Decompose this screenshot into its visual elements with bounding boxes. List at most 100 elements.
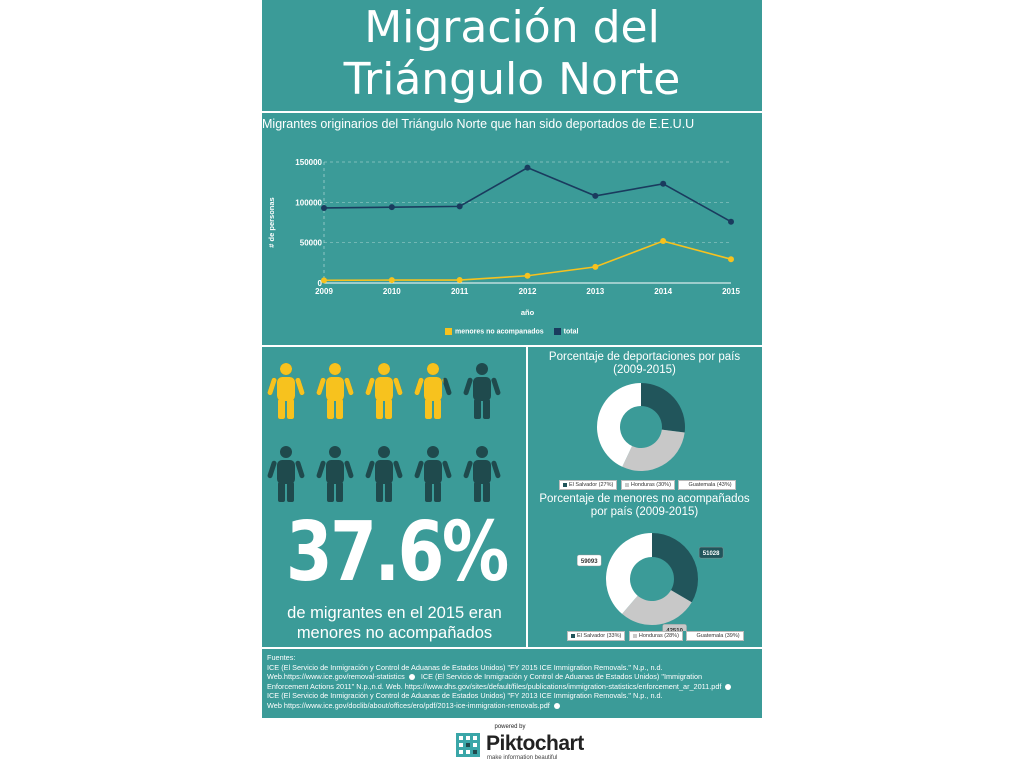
person-leg-right <box>434 482 441 502</box>
person-head <box>280 363 292 375</box>
legend-swatch-yellow <box>445 328 452 335</box>
donut2-legend-honduras: Honduras (28%) <box>628 631 683 641</box>
x-tick-label: 2009 <box>315 287 333 296</box>
donut1-legend: El Salvador (27%) Honduras (30%) Guatema… <box>559 480 738 490</box>
donut2-label-guatemala: Guatemala (39%) <box>696 633 740 639</box>
person-shape <box>414 446 452 502</box>
data-point-menores <box>660 238 667 245</box>
donut1-legend-salvador: El Salvador (27%) <box>559 480 618 490</box>
legend-swatch-navy <box>553 328 561 335</box>
data-point-menores <box>592 263 599 270</box>
person-icon <box>267 446 305 502</box>
sources-line-2: Web.https://www.ice.gov/removal-statisti… <box>267 672 757 682</box>
person-head <box>427 363 439 375</box>
donut-data-label-bg <box>698 546 724 559</box>
person-arm-right <box>344 460 354 479</box>
sources-link-2013-removals[interactable]: Web https://www.ice.gov/doclib/about/off… <box>267 700 550 710</box>
donut1-swatch-honduras <box>624 482 629 487</box>
person-arm-right <box>491 377 501 396</box>
legend-label-total: total <box>563 328 579 336</box>
person-arm-right <box>344 377 354 396</box>
piktochart-brand: Piktochart <box>486 732 584 755</box>
divider-top <box>262 111 762 113</box>
person-leg-right <box>336 482 343 502</box>
person-head <box>378 363 390 375</box>
data-point-total <box>456 203 463 210</box>
person-torso <box>375 377 393 401</box>
x-tick-label: 2012 <box>519 287 537 296</box>
person-arm-left <box>365 460 375 479</box>
person-shape <box>316 446 354 502</box>
donut-data-label-bg <box>662 624 687 631</box>
person-head <box>476 446 488 458</box>
person-arm-left <box>316 377 326 396</box>
divider-bottom <box>262 647 762 649</box>
person-arm-right <box>393 377 403 396</box>
person-leg-left <box>278 399 285 419</box>
donut1-label-salvador: El Salvador (27%) <box>569 482 614 488</box>
person-torso <box>473 460 491 484</box>
person-leg-right <box>483 399 490 419</box>
sources-line-3: Enforcement Actions 2011" N.p.,n.d. Web.… <box>267 682 757 692</box>
person-leg-right <box>434 399 441 419</box>
donut-slice <box>641 383 685 433</box>
person-torso <box>375 460 393 484</box>
donut-chart-minors: 51028 42510 59093 <box>577 533 724 631</box>
person-torso <box>277 460 295 484</box>
x-tick-label: 2013 <box>586 287 604 296</box>
person-shape <box>316 363 354 419</box>
person-shape <box>463 363 501 419</box>
divider-middle <box>262 345 762 347</box>
person-icon <box>365 363 403 419</box>
data-point-menores <box>456 277 463 284</box>
donut2-swatch-salvador <box>571 633 575 638</box>
person-arm-left <box>463 460 473 479</box>
person-leg-right <box>287 482 294 502</box>
person-icon <box>463 446 501 502</box>
stat-percent: 37.6% <box>285 505 509 600</box>
stat-caption-line-1: de migrantes en el 2015 eran <box>287 604 502 622</box>
piktochart-badge[interactable]: powered by Piktochart make information b… <box>450 724 590 761</box>
data-point-total <box>388 204 395 211</box>
person-arm-right <box>295 460 305 479</box>
sources-line-2b: ICE (El Servicio de Inmigración y Contro… <box>420 672 703 681</box>
data-point-total <box>660 180 667 187</box>
person-shape <box>463 446 501 502</box>
person-leg-right <box>287 399 294 419</box>
donut2-legend: El Salvador (33%) Honduras (28%) Guatema… <box>567 631 746 641</box>
person-shape <box>414 363 444 419</box>
person-leg-right <box>385 482 392 502</box>
x-tick-label: 2010 <box>383 287 401 296</box>
sources-line-4: ICE (El Servicio de Inmigración y Contro… <box>267 691 663 700</box>
person-leg-left <box>327 482 334 502</box>
sources-heading: Fuentes: <box>267 653 296 662</box>
person-icon <box>316 363 354 419</box>
donut-chart-deportations <box>597 383 685 471</box>
person-leg-right <box>483 482 490 502</box>
donut-slice <box>652 533 698 603</box>
person-icon <box>267 363 305 419</box>
person-arm-left <box>463 377 473 396</box>
bullet-dot-icon <box>408 674 415 681</box>
data-point-menores <box>524 272 531 279</box>
donut1-swatch-salvador <box>563 482 567 487</box>
donut-slice <box>622 429 685 471</box>
bullet-dot-icon <box>553 702 560 709</box>
x-axis-label: año <box>521 308 535 317</box>
person-icon <box>414 363 452 419</box>
donut-data-label-bg <box>577 554 602 567</box>
y-tick-label: 0 <box>318 279 323 288</box>
donut2-title: Porcentaje de menores no acompañados por… <box>539 493 750 518</box>
person-leg-left <box>278 482 285 502</box>
person-arm-left <box>414 377 424 396</box>
person-head <box>378 446 390 458</box>
sources-link-enforcement[interactable]: Enforcement Actions 2011" N.p.,n.d. Web.… <box>267 681 722 691</box>
donut1-legend-honduras: Honduras (30%) <box>620 480 675 490</box>
donut2-swatch-honduras <box>632 633 637 638</box>
x-tick-label: 2014 <box>654 287 672 296</box>
sources-link-removal-stats[interactable]: Web.https://www.ice.gov/removal-statisti… <box>267 672 405 681</box>
person-icon <box>316 446 354 502</box>
donut1-label-guatemala: Guatemala (43%) <box>688 482 732 488</box>
infographic-poster: Migración del Triángulo Norte Migrantes … <box>262 0 762 718</box>
sources-block: Fuentes: ICE (El Servicio de Inmigración… <box>267 653 757 710</box>
